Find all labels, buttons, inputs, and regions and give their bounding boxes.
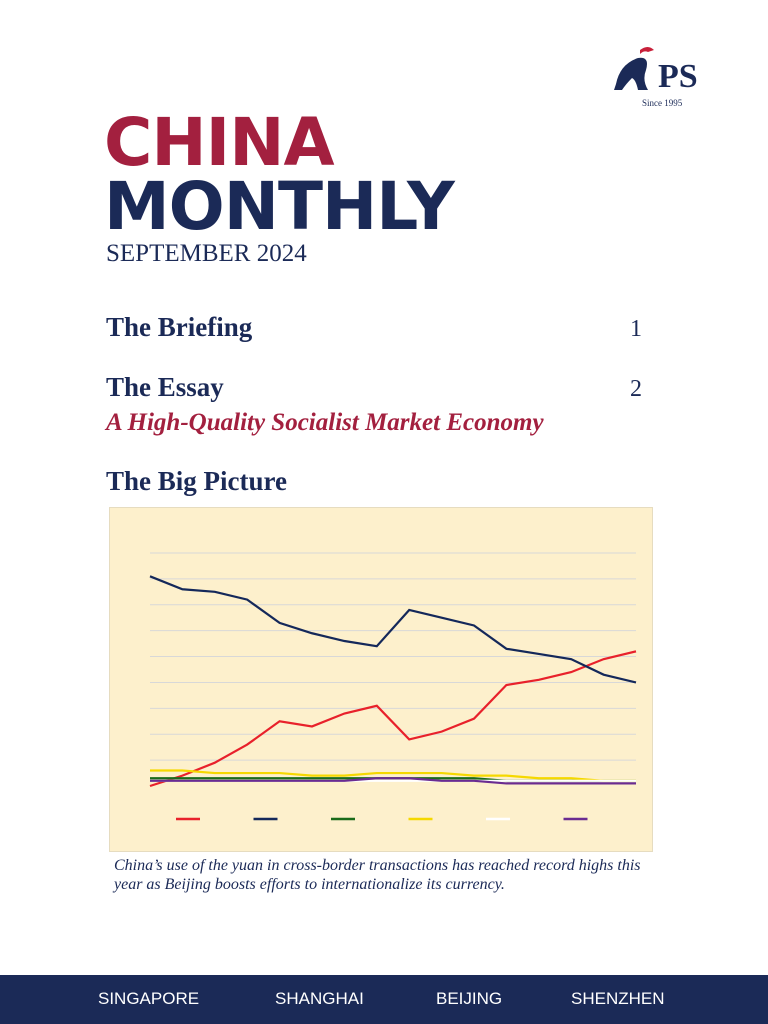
series-line [149, 650, 637, 788]
office: SINGAPORE [98, 989, 200, 1008]
series-line [150, 769, 636, 782]
series-line [149, 575, 637, 684]
office: SHANGHAI [275, 989, 364, 1008]
caption: China’s use of the yuan in cross-border … [114, 857, 641, 893]
toc-title: The Essay [106, 372, 224, 402]
title: MONTHLY [104, 168, 455, 245]
logo: PS Since 1995 [614, 47, 698, 108]
toc-title: The Big Picture [106, 466, 287, 496]
office: BEIJING [436, 989, 503, 1008]
issue-date: SEPTEMBER 2024 [106, 240, 307, 267]
chart-background [109, 507, 653, 852]
toc-subtitle: A High-Quality Socialist Market Economy [106, 409, 544, 436]
toc-page: 1 [630, 316, 642, 342]
toc-title: The Briefing [106, 312, 253, 342]
logo-mark: PS [658, 58, 698, 95]
title: CHINA [104, 104, 335, 181]
office: SHENZHEN [571, 989, 665, 1008]
logo-since: Since 1995 [642, 98, 683, 108]
toc-page: 2 [630, 376, 642, 402]
series-line [150, 777, 636, 785]
chart [109, 507, 653, 852]
footer: SINGAPORE SHANGHAI BEIJING SHENZHEN [0, 975, 768, 1024]
